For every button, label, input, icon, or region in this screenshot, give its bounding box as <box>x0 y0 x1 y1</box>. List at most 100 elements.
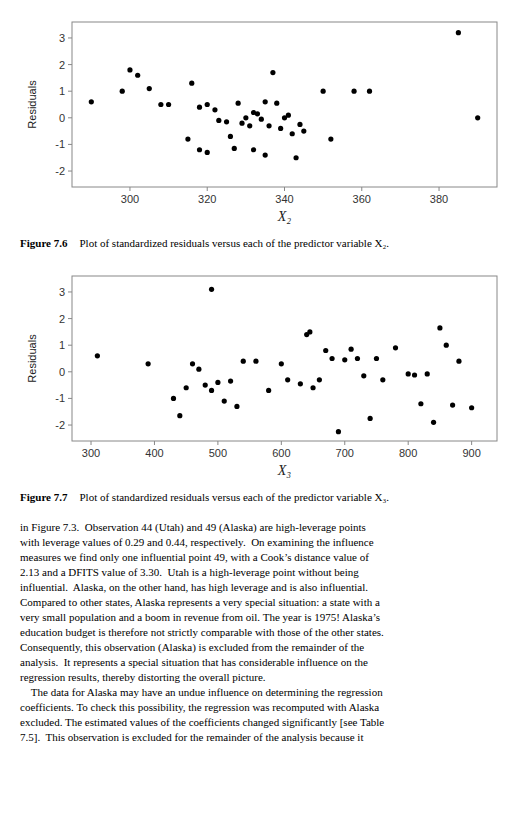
caption-label: Figure 7.7 <box>20 491 68 503</box>
point <box>361 373 366 378</box>
point <box>89 99 94 104</box>
x-tick <box>344 441 345 445</box>
point <box>263 152 268 157</box>
point <box>209 287 214 292</box>
point <box>293 155 298 160</box>
point <box>216 118 221 123</box>
caption: Figure 7.7 Plot of standardized residuals… <box>20 491 389 503</box>
point <box>232 146 237 151</box>
body-line: with leverage values of 0.29 and 0.44, r… <box>20 536 374 548</box>
point <box>310 385 315 390</box>
point <box>212 107 217 112</box>
point <box>456 359 461 364</box>
y-tick <box>68 117 72 118</box>
point <box>286 113 291 118</box>
point <box>349 347 354 352</box>
point <box>285 377 290 382</box>
point <box>243 115 248 120</box>
point <box>251 147 256 152</box>
point <box>323 348 328 353</box>
x-tick-label: 380 <box>430 193 448 205</box>
y-tick <box>68 318 72 319</box>
point <box>355 356 360 361</box>
body-line: regression results, thereby distorting t… <box>20 671 266 683</box>
point <box>189 81 194 86</box>
point <box>158 102 163 107</box>
point <box>209 388 214 393</box>
point <box>184 385 189 390</box>
point <box>270 70 275 75</box>
point <box>266 123 271 128</box>
point <box>236 101 241 106</box>
body-line: Consequently, this observation (Alaska) … <box>20 641 364 654</box>
x-tick-label: 320 <box>198 193 216 205</box>
point <box>190 361 195 366</box>
point <box>197 105 202 110</box>
x-tick-label: 600 <box>272 447 290 459</box>
x-tick-label: 900 <box>462 447 480 459</box>
body-line: very small population and a boom in reve… <box>20 611 380 623</box>
point <box>197 147 202 152</box>
point <box>185 136 190 141</box>
caption: Figure 7.6Plot of standardized residuals… <box>20 237 389 249</box>
body-line: 2.13 and a DFITS value of 3.30. Utah is … <box>20 566 359 578</box>
point <box>95 353 100 358</box>
point <box>412 372 417 377</box>
y-tick-label: 1 <box>59 85 65 97</box>
point <box>255 111 260 116</box>
point <box>196 367 201 372</box>
x-tick-label: 300 <box>82 447 100 459</box>
y-tick <box>68 144 72 145</box>
caption-text: Plot of standardized residuals versus ea… <box>79 491 389 503</box>
point <box>393 345 398 350</box>
point <box>329 356 334 361</box>
x-tick <box>91 441 92 445</box>
body-line: education budget is therefore not strict… <box>20 626 384 638</box>
point <box>475 115 480 120</box>
point <box>321 89 326 94</box>
point <box>380 377 385 382</box>
y-tick-label: 2 <box>59 59 65 71</box>
point <box>228 379 233 384</box>
body-line: The data for Alaska may have an undue in… <box>20 686 383 698</box>
point <box>368 416 373 421</box>
x-tick-label: 800 <box>399 447 417 459</box>
point <box>444 343 449 348</box>
scatter-chart: 300400500600700800900-2-10123X₃Residuals <box>26 276 497 478</box>
plot-frame <box>72 22 497 187</box>
points <box>89 30 481 160</box>
x-tick <box>408 441 409 445</box>
x-tick <box>129 187 130 191</box>
x-tick-label: 300 <box>121 193 139 205</box>
point <box>222 398 227 403</box>
point <box>120 89 125 94</box>
y-tick-label: 0 <box>59 112 65 124</box>
x-tick <box>154 441 155 445</box>
body-line: measures we find only one influential po… <box>20 551 369 563</box>
point <box>205 102 210 107</box>
point <box>146 361 151 366</box>
y-tick <box>68 171 72 172</box>
y-tick <box>68 425 72 426</box>
y-axis-label: Residuals <box>26 80 38 129</box>
point <box>367 89 372 94</box>
y-tick <box>68 37 72 38</box>
y-tick <box>68 291 72 292</box>
y-tick-label: -1 <box>55 138 65 150</box>
x-tick <box>361 187 362 191</box>
y-tick <box>68 371 72 372</box>
body-line: Compared to other states, Alaska represe… <box>20 596 380 608</box>
point <box>147 86 152 91</box>
point <box>234 404 239 409</box>
body-line: excluded. The estimated values of the co… <box>20 716 384 728</box>
point <box>266 388 271 393</box>
x-tick <box>281 441 282 445</box>
point <box>317 377 322 382</box>
y-tick-label: -2 <box>55 165 65 177</box>
y-tick <box>68 64 72 65</box>
body-line: coefficients. To check this possibility,… <box>20 701 379 713</box>
point <box>241 359 246 364</box>
x-tick <box>284 187 285 191</box>
point <box>278 126 283 131</box>
point <box>239 121 244 126</box>
